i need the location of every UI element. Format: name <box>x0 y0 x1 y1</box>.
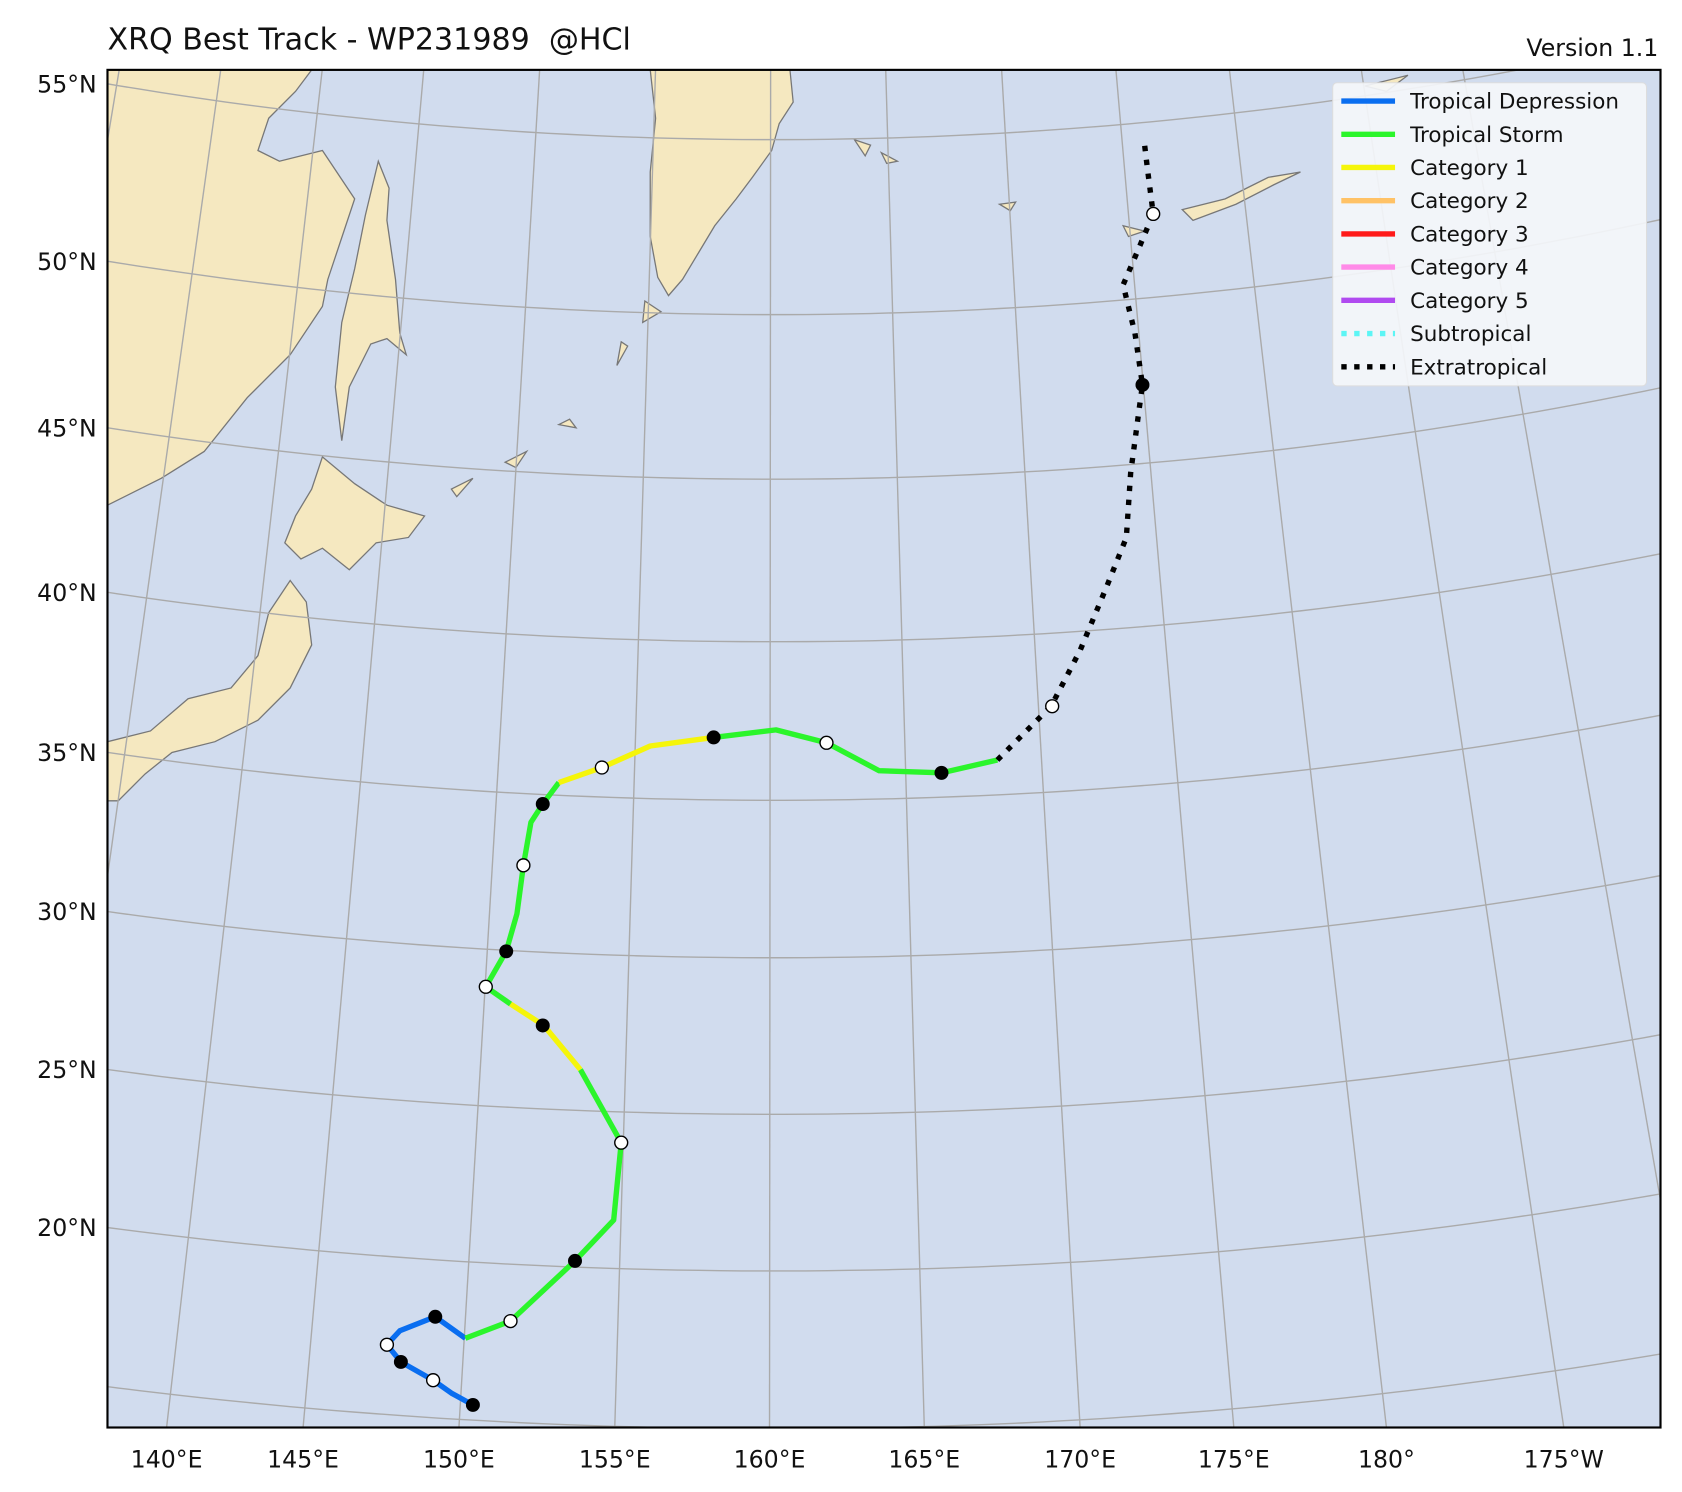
lat-label: 45°N <box>37 414 97 442</box>
legend-box <box>1332 82 1648 387</box>
lat-label: 25°N <box>37 1056 97 1084</box>
meridian <box>768 69 772 1428</box>
track-point <box>706 730 721 745</box>
track-point <box>465 1397 480 1412</box>
track-point <box>1135 377 1150 392</box>
lon-label: 170°E <box>1044 1445 1116 1473</box>
track-point <box>568 1253 582 1268</box>
graticule <box>107 69 1661 1428</box>
track-point <box>1045 699 1060 714</box>
track-point <box>535 1018 550 1033</box>
lon-label: 155°E <box>579 1445 651 1473</box>
legend-label: Category 3 <box>1410 222 1529 247</box>
legend-label: Category 2 <box>1410 189 1529 214</box>
lon-label: 175°E <box>1198 1445 1270 1473</box>
map-content <box>107 69 1661 1428</box>
meridian <box>1228 69 1388 1428</box>
parallel <box>107 1193 1661 1272</box>
meridian <box>165 69 323 1428</box>
legend-label: Category 1 <box>1410 156 1529 181</box>
sakhalin <box>334 159 408 441</box>
kamchatka <box>649 69 794 297</box>
track-point <box>594 760 610 775</box>
kuril-islands <box>450 299 663 498</box>
map-frame <box>106 68 1662 1429</box>
track-point <box>503 1313 518 1329</box>
parallel <box>107 714 1661 801</box>
meridian <box>458 69 541 1428</box>
track-point <box>819 735 834 750</box>
lon-label: 165°E <box>888 1445 960 1473</box>
track-point <box>478 979 493 994</box>
legend-label: Extratropical <box>1410 355 1547 380</box>
track-segment <box>464 1068 624 1341</box>
meridian <box>614 69 657 1428</box>
track-point <box>379 1337 395 1352</box>
meridian <box>107 69 222 882</box>
lat-label: 50°N <box>37 248 97 276</box>
track-point <box>393 1354 408 1369</box>
lon-label: 180° <box>1358 1445 1415 1473</box>
legend-label: Tropical Storm <box>1409 123 1563 148</box>
track-point <box>425 1373 441 1388</box>
lat-label: 35°N <box>37 739 97 767</box>
legend-label: Subtropical <box>1410 322 1531 347</box>
lat-label: 30°N <box>37 898 97 926</box>
lon-label: 160°E <box>734 1445 806 1473</box>
parallel <box>107 553 1661 643</box>
parallel <box>107 1034 1661 1115</box>
parallel <box>107 1353 1661 1428</box>
legend: Tropical Depression Tropical Storm Categor… <box>1341 90 1619 380</box>
aleutian-islands <box>852 74 1409 238</box>
hokkaido <box>284 455 426 571</box>
lat-label: 55°N <box>37 70 97 98</box>
track-point <box>428 1309 443 1324</box>
title: XRQ Best Track - WP231989 @HCl <box>107 22 630 57</box>
track-point <box>535 797 550 812</box>
lon-label: 175°W <box>1524 1445 1604 1473</box>
track-point <box>499 944 514 959</box>
lon-label: 140°E <box>131 1445 203 1473</box>
lat-label: 40°N <box>37 579 97 607</box>
meridian <box>885 69 925 1428</box>
meridian <box>302 69 425 1428</box>
track-point <box>516 858 531 873</box>
track-segment <box>713 727 998 776</box>
track-points <box>379 206 1161 1412</box>
parallel <box>107 874 1661 959</box>
parallel <box>107 387 1661 480</box>
lon-label: 145°E <box>267 1445 339 1473</box>
meridian <box>1000 69 1081 1428</box>
track-point <box>1146 206 1161 222</box>
legend-label: Category 5 <box>1410 289 1529 314</box>
track-point <box>614 1135 629 1150</box>
legend-label: Tropical Depression <box>1409 90 1619 115</box>
lat-label: 20°N <box>37 1214 97 1242</box>
track-segment <box>557 734 715 786</box>
lon-label: 150°E <box>423 1445 495 1473</box>
track-point <box>934 765 949 780</box>
meridian <box>1115 69 1235 1428</box>
axis-labels: 55°N 50°N 45°N 40°N 35°N 30°N 25°N 20°N 140°E 145… <box>37 70 1604 1473</box>
legend-label: Category 4 <box>1410 256 1529 281</box>
version: Version 1.1 <box>1526 34 1658 62</box>
